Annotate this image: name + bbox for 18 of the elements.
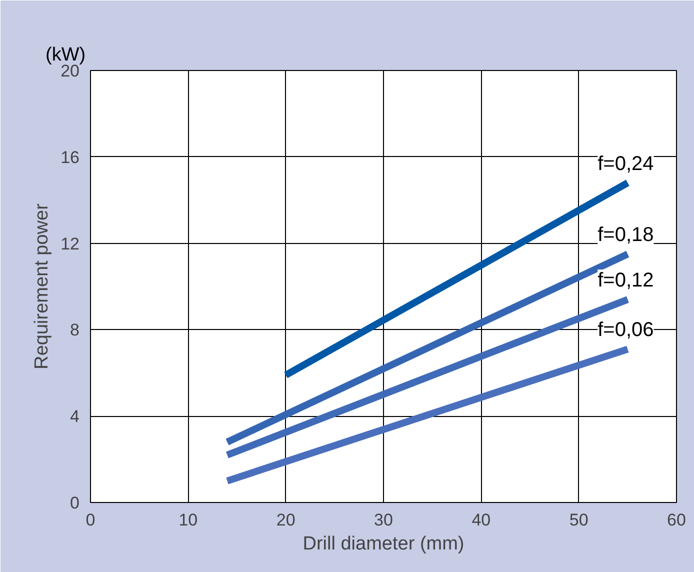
x-tick-label: 50 [569, 510, 588, 530]
x-tick-label: 30 [374, 510, 393, 530]
x-tick-label: 40 [472, 510, 491, 530]
series-label: f=0,24 [598, 152, 654, 175]
y-tick-label: 16 [60, 148, 80, 167]
y-tick-label: 4 [70, 407, 80, 426]
y-tick-label: 0 [70, 494, 80, 512]
y-tick-label: 12 [60, 234, 80, 254]
x-tick-label: 0 [86, 510, 96, 530]
x-tick-label: 60 [667, 510, 686, 530]
y-axis-title: Requirement power [32, 202, 53, 370]
series-label: f=0,12 [598, 269, 654, 292]
y-tick-label: 8 [70, 320, 80, 340]
x-tick-label: 10 [178, 510, 198, 530]
x-axis-title: Drill diameter (mm) [302, 534, 464, 554]
series-label: f=0,06 [598, 319, 654, 342]
x-tick-label: 20 [276, 510, 296, 530]
series-label: f=0,18 [598, 224, 654, 246]
